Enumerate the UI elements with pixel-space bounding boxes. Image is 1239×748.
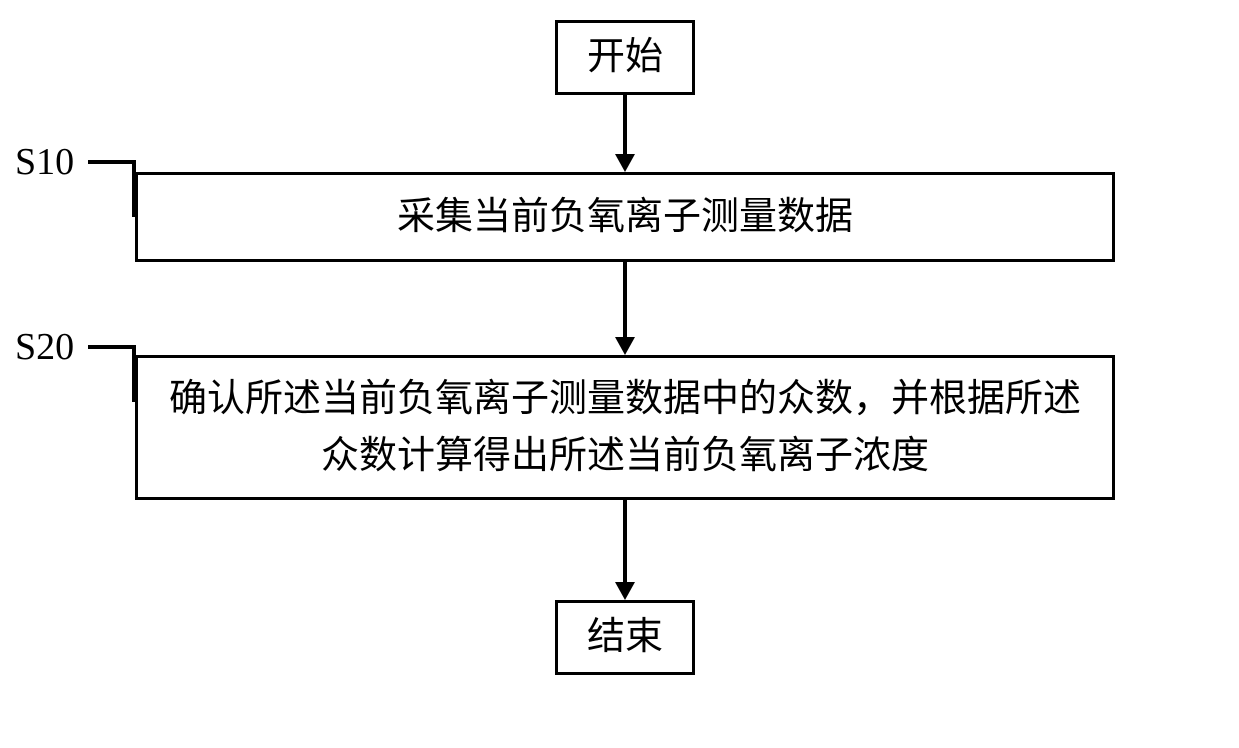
connector-s20-h <box>88 345 135 349</box>
edge-s20-end <box>623 500 627 582</box>
edge-start-s10 <box>623 95 627 154</box>
start-node: 开始 <box>555 20 695 95</box>
s20-node: 确认所述当前负氧离子测量数据中的众数，并根据所述众数计算得出所述当前负氧离子浓度 <box>135 355 1115 500</box>
arrow-head-3 <box>615 582 635 600</box>
end-node: 结束 <box>555 600 695 675</box>
end-label: 结束 <box>567 601 683 674</box>
step-label-s20: S20 <box>15 325 74 369</box>
connector-s10-h <box>88 160 135 164</box>
s20-label: 确认所述当前负氧离子测量数据中的众数，并根据所述众数计算得出所述当前负氧离子浓度 <box>138 363 1112 493</box>
s10-node: 采集当前负氧离子测量数据 <box>135 172 1115 262</box>
arrow-head-2 <box>615 337 635 355</box>
start-label: 开始 <box>567 21 683 94</box>
edge-s10-s20 <box>623 262 627 337</box>
s10-label: 采集当前负氧离子测量数据 <box>377 181 873 254</box>
step-label-s10: S10 <box>15 140 74 184</box>
arrow-head-1 <box>615 154 635 172</box>
